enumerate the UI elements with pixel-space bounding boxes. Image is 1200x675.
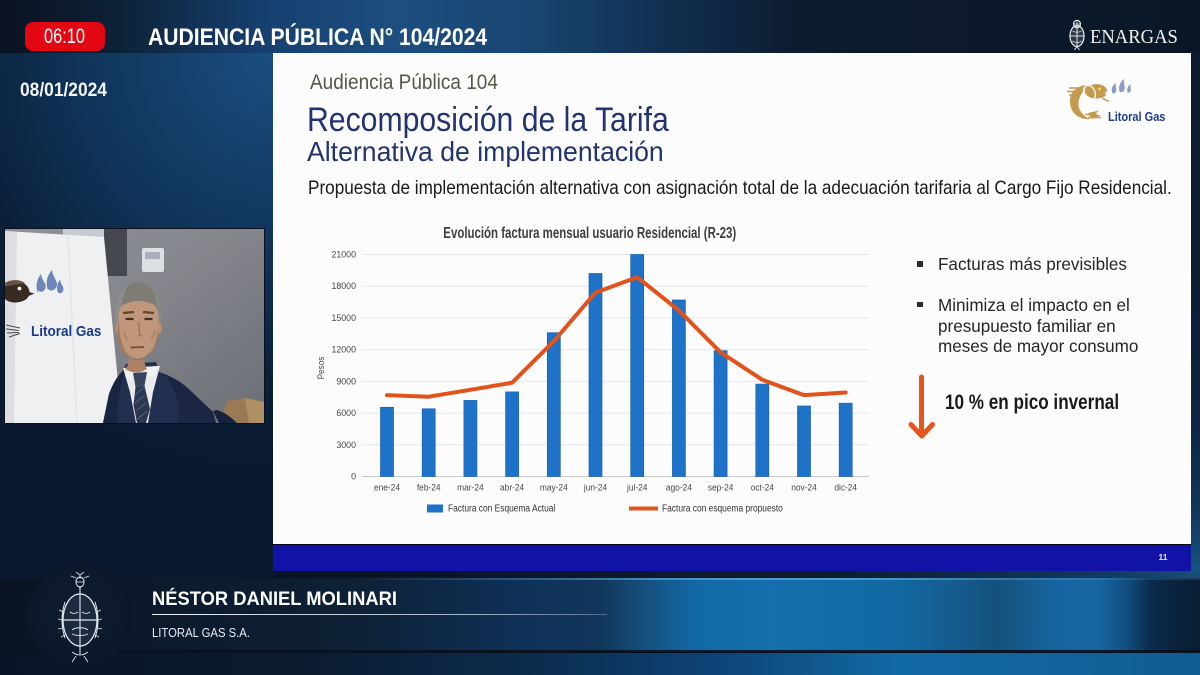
svg-text:6000: 6000 — [336, 408, 356, 418]
svg-text:21000: 21000 — [331, 249, 356, 259]
svg-text:mar-24: mar-24 — [457, 482, 483, 493]
svg-text:3000: 3000 — [336, 440, 356, 450]
svg-text:sep-24: sep-24 — [708, 482, 734, 493]
svg-text:Litoral Gas: Litoral Gas — [1108, 110, 1166, 124]
svg-text:Factura con Esquema Actual: Factura con Esquema Actual — [448, 503, 555, 515]
svg-text:ene-24: ene-24 — [374, 482, 400, 493]
svg-text:12000: 12000 — [331, 344, 356, 354]
svg-text:9000: 9000 — [336, 376, 356, 386]
svg-text:Evolución factura mensual usua: Evolución factura mensual usuario Reside… — [443, 223, 736, 241]
svg-text:may-24: may-24 — [540, 482, 568, 493]
svg-text:abr-24: abr-24 — [500, 482, 524, 493]
svg-text:nov-24: nov-24 — [791, 482, 817, 493]
svg-text:dic-24: dic-24 — [834, 482, 857, 493]
svg-text:0: 0 — [351, 471, 356, 481]
svg-text:Pesos: Pesos — [316, 357, 327, 379]
svg-text:Factura con esquema propuesto: Factura con esquema propuesto — [662, 503, 783, 515]
svg-text:feb-24: feb-24 — [417, 482, 441, 493]
svg-text:Litoral Gas: Litoral Gas — [31, 323, 102, 340]
svg-text:15000: 15000 — [331, 313, 356, 323]
svg-text:18000: 18000 — [331, 281, 356, 291]
svg-text:jul-24: jul-24 — [626, 482, 647, 493]
svg-text:oct-24: oct-24 — [751, 482, 774, 493]
svg-text:jun-24: jun-24 — [583, 482, 607, 493]
svg-text:ago-24: ago-24 — [666, 482, 692, 493]
